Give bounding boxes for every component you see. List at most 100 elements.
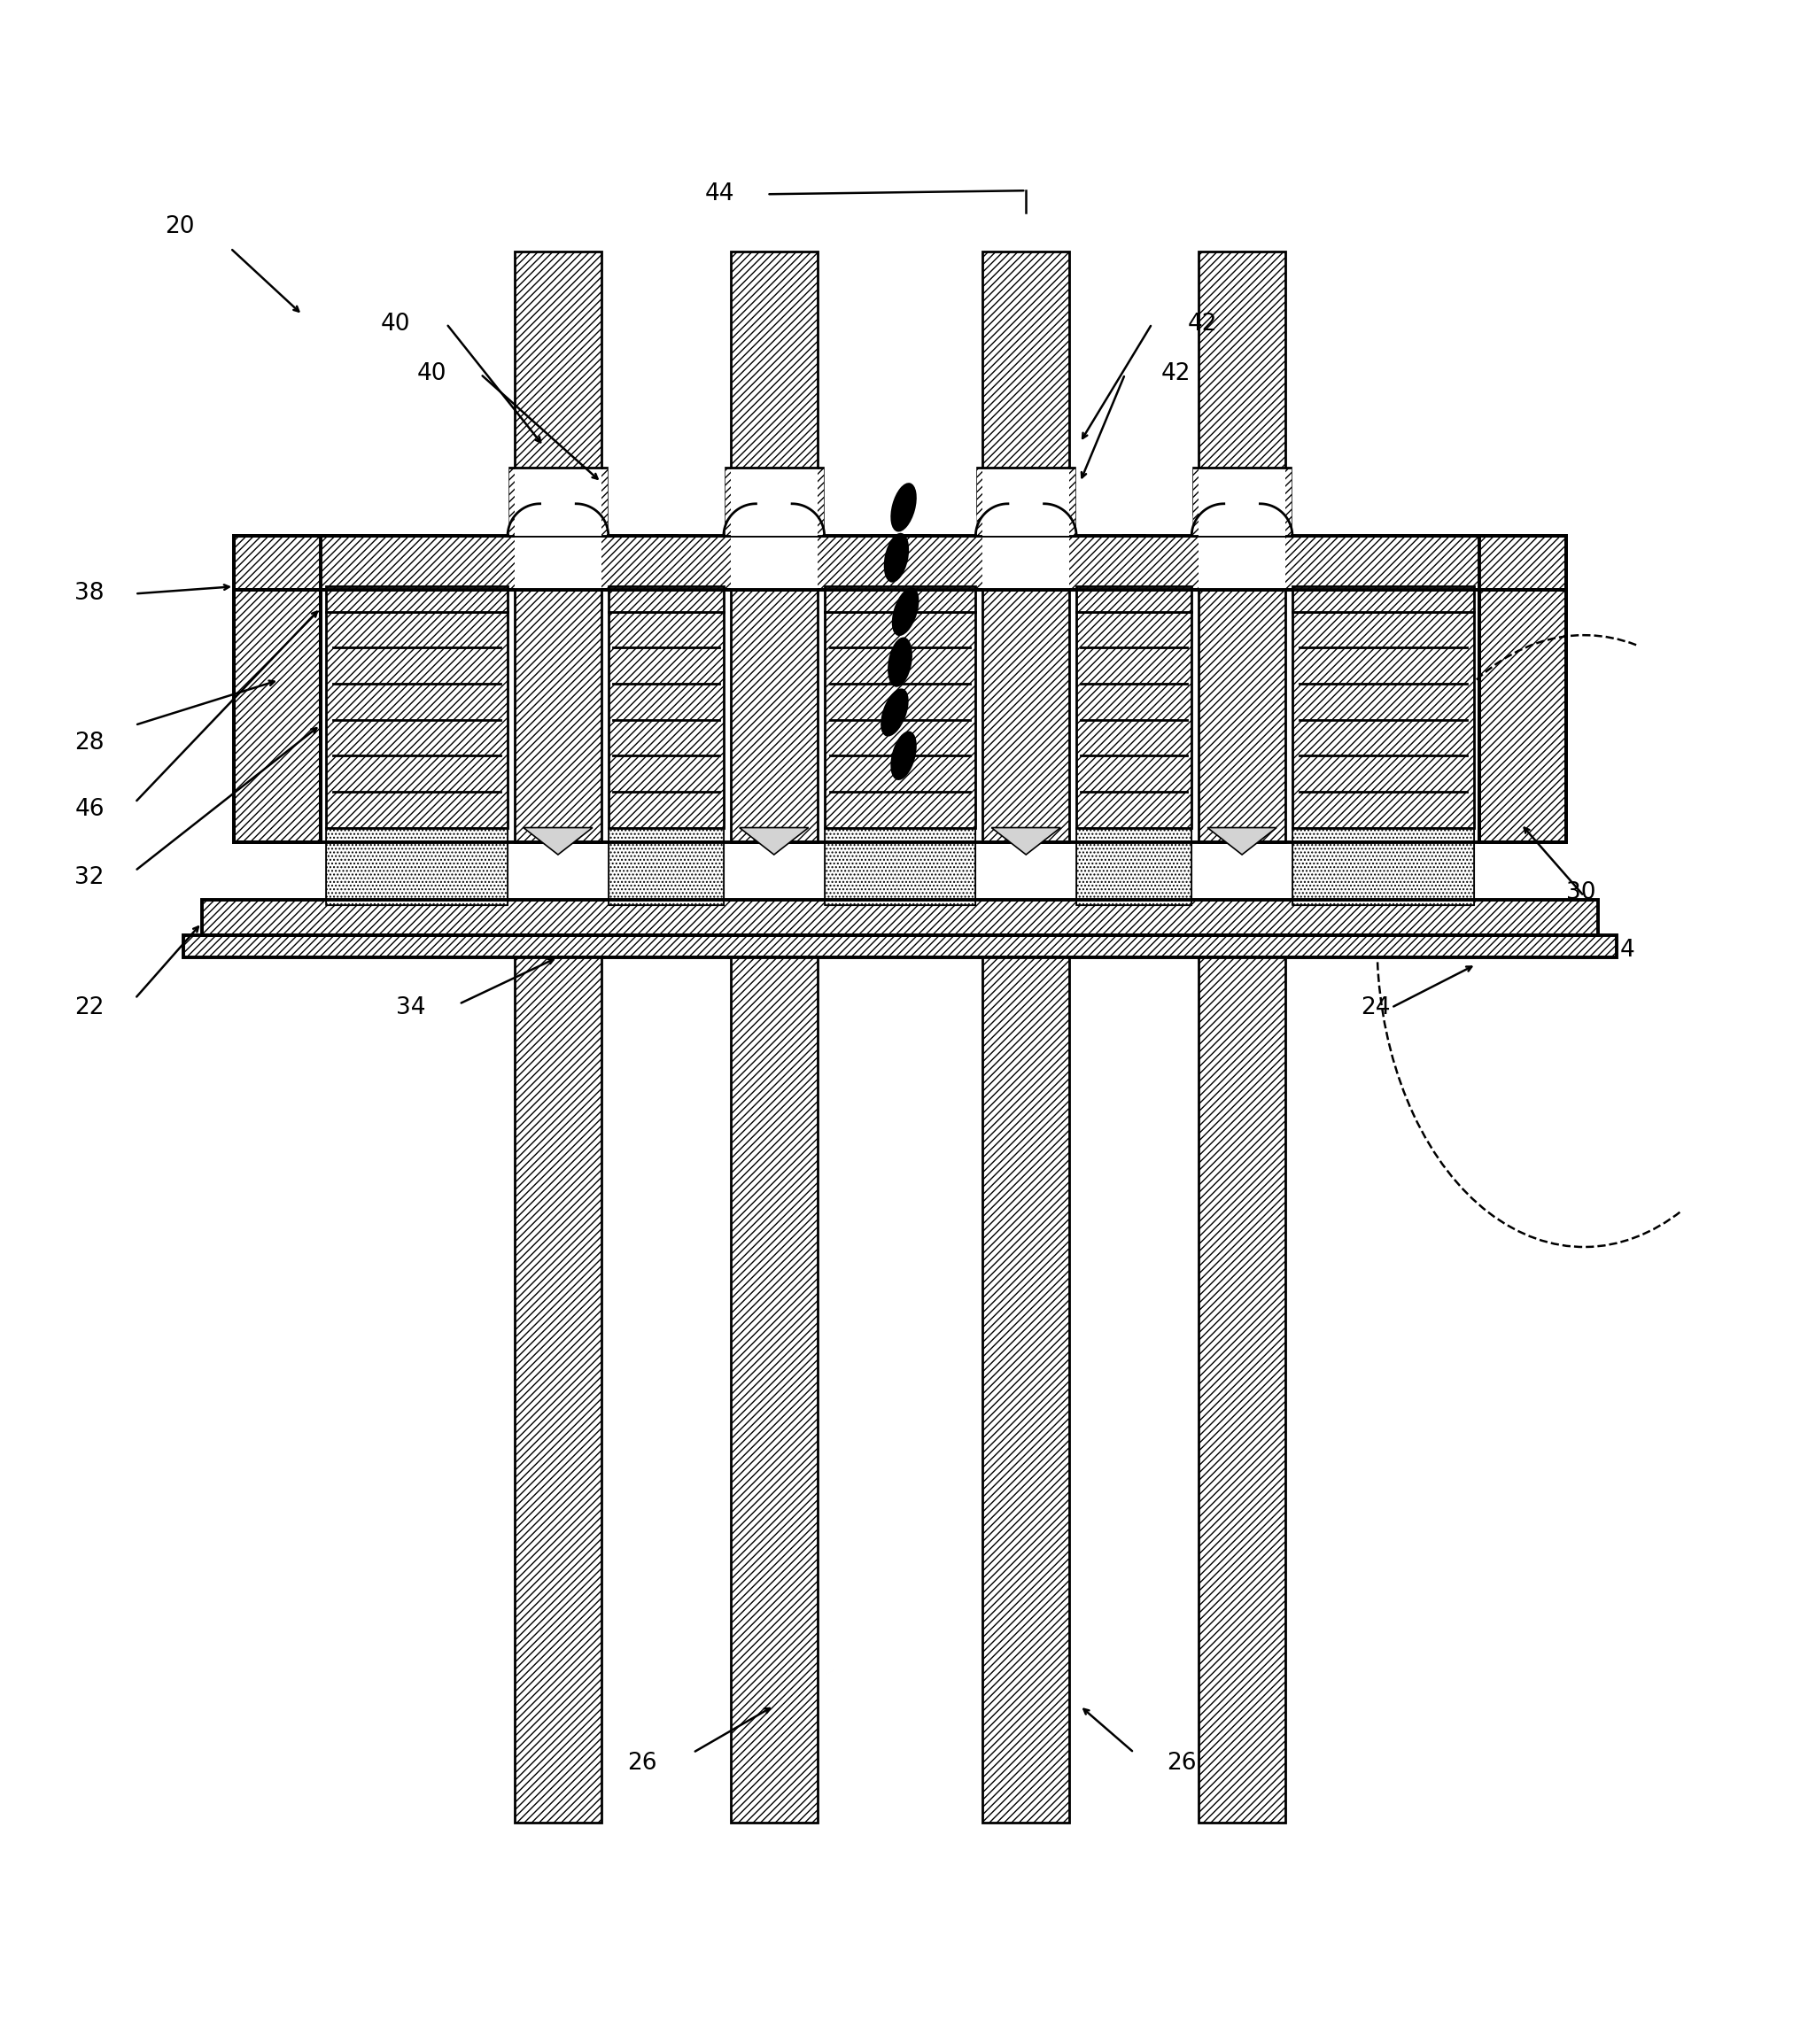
Polygon shape [740, 828, 808, 854]
Bar [202, 899, 1598, 936]
Bar [1292, 828, 1474, 905]
Bar [184, 936, 1616, 957]
Polygon shape [1208, 828, 1276, 854]
Ellipse shape [887, 638, 913, 687]
Polygon shape [524, 828, 592, 854]
Bar [326, 611, 508, 828]
Text: 42: 42 [1161, 362, 1190, 386]
Bar [824, 587, 976, 611]
Bar [824, 828, 976, 905]
Ellipse shape [891, 732, 916, 781]
Text: 22: 22 [76, 995, 104, 1020]
Bar [1292, 587, 1474, 611]
Bar [983, 466, 1069, 536]
Bar [608, 587, 724, 611]
Bar [515, 251, 601, 468]
Bar [983, 957, 1069, 1823]
Bar [608, 611, 724, 828]
Bar [1292, 611, 1474, 828]
Bar [608, 828, 724, 905]
Bar [515, 591, 601, 842]
Bar [234, 536, 1566, 591]
Bar [184, 936, 1616, 957]
Bar [515, 591, 601, 842]
Bar [724, 468, 824, 536]
Bar [234, 536, 320, 842]
Bar [508, 468, 608, 536]
Bar [731, 251, 817, 468]
Bar [983, 533, 1069, 593]
Bar [320, 591, 1480, 842]
Bar [515, 533, 601, 593]
Bar [983, 251, 1069, 468]
Bar [1192, 468, 1292, 536]
Bar [326, 828, 508, 905]
Text: 32: 32 [76, 867, 104, 889]
Bar [515, 466, 601, 536]
Bar [515, 957, 601, 1823]
Text: 40: 40 [382, 313, 410, 335]
Bar [983, 591, 1069, 842]
Bar [508, 468, 608, 536]
Bar [1199, 957, 1285, 1823]
Bar [824, 828, 976, 905]
Bar [824, 611, 976, 828]
Text: 42: 42 [1188, 313, 1217, 335]
Bar [1192, 468, 1292, 536]
Bar [1199, 533, 1285, 593]
Bar [326, 611, 508, 828]
Bar [1199, 591, 1285, 842]
Bar [1199, 591, 1285, 842]
Bar [731, 591, 817, 842]
Bar [1292, 828, 1474, 905]
Bar [202, 899, 1598, 936]
Ellipse shape [880, 689, 909, 736]
Bar [326, 587, 508, 611]
Text: 26: 26 [628, 1752, 657, 1774]
Bar [976, 468, 1076, 536]
Bar [1076, 828, 1192, 905]
Bar [983, 251, 1069, 468]
Bar [731, 957, 817, 1823]
Bar [1199, 957, 1285, 1823]
Bar [1480, 536, 1566, 842]
Text: 46: 46 [76, 797, 104, 822]
Bar [515, 251, 601, 468]
Bar [1199, 251, 1285, 468]
Bar [326, 828, 508, 905]
Bar [1076, 611, 1192, 828]
Bar [1199, 251, 1285, 468]
Bar [824, 587, 976, 611]
Bar [1076, 828, 1192, 905]
Bar [234, 536, 1566, 591]
Bar [724, 468, 824, 536]
Text: 26: 26 [1166, 1752, 1195, 1774]
Text: 20: 20 [166, 215, 194, 237]
Text: 28: 28 [76, 732, 104, 754]
Bar [731, 466, 817, 536]
Ellipse shape [891, 482, 916, 531]
Bar [326, 587, 508, 611]
Bar [1076, 587, 1192, 611]
Bar [731, 957, 817, 1823]
Text: 34: 34 [396, 995, 425, 1020]
Bar [824, 611, 976, 828]
Bar [1292, 587, 1474, 611]
Text: 24: 24 [1361, 995, 1390, 1020]
Bar [515, 957, 601, 1823]
Text: 40: 40 [418, 362, 446, 386]
Bar [1292, 611, 1474, 828]
Text: 44: 44 [706, 182, 734, 206]
Text: 38: 38 [76, 583, 104, 605]
Bar [1076, 587, 1192, 611]
Bar [731, 251, 817, 468]
Ellipse shape [891, 587, 920, 636]
Bar [1076, 611, 1192, 828]
Bar [983, 591, 1069, 842]
Bar [1480, 536, 1566, 842]
Bar [976, 468, 1076, 536]
Bar [608, 828, 724, 905]
Bar [731, 533, 817, 593]
Bar [234, 536, 320, 842]
Bar [608, 587, 724, 611]
